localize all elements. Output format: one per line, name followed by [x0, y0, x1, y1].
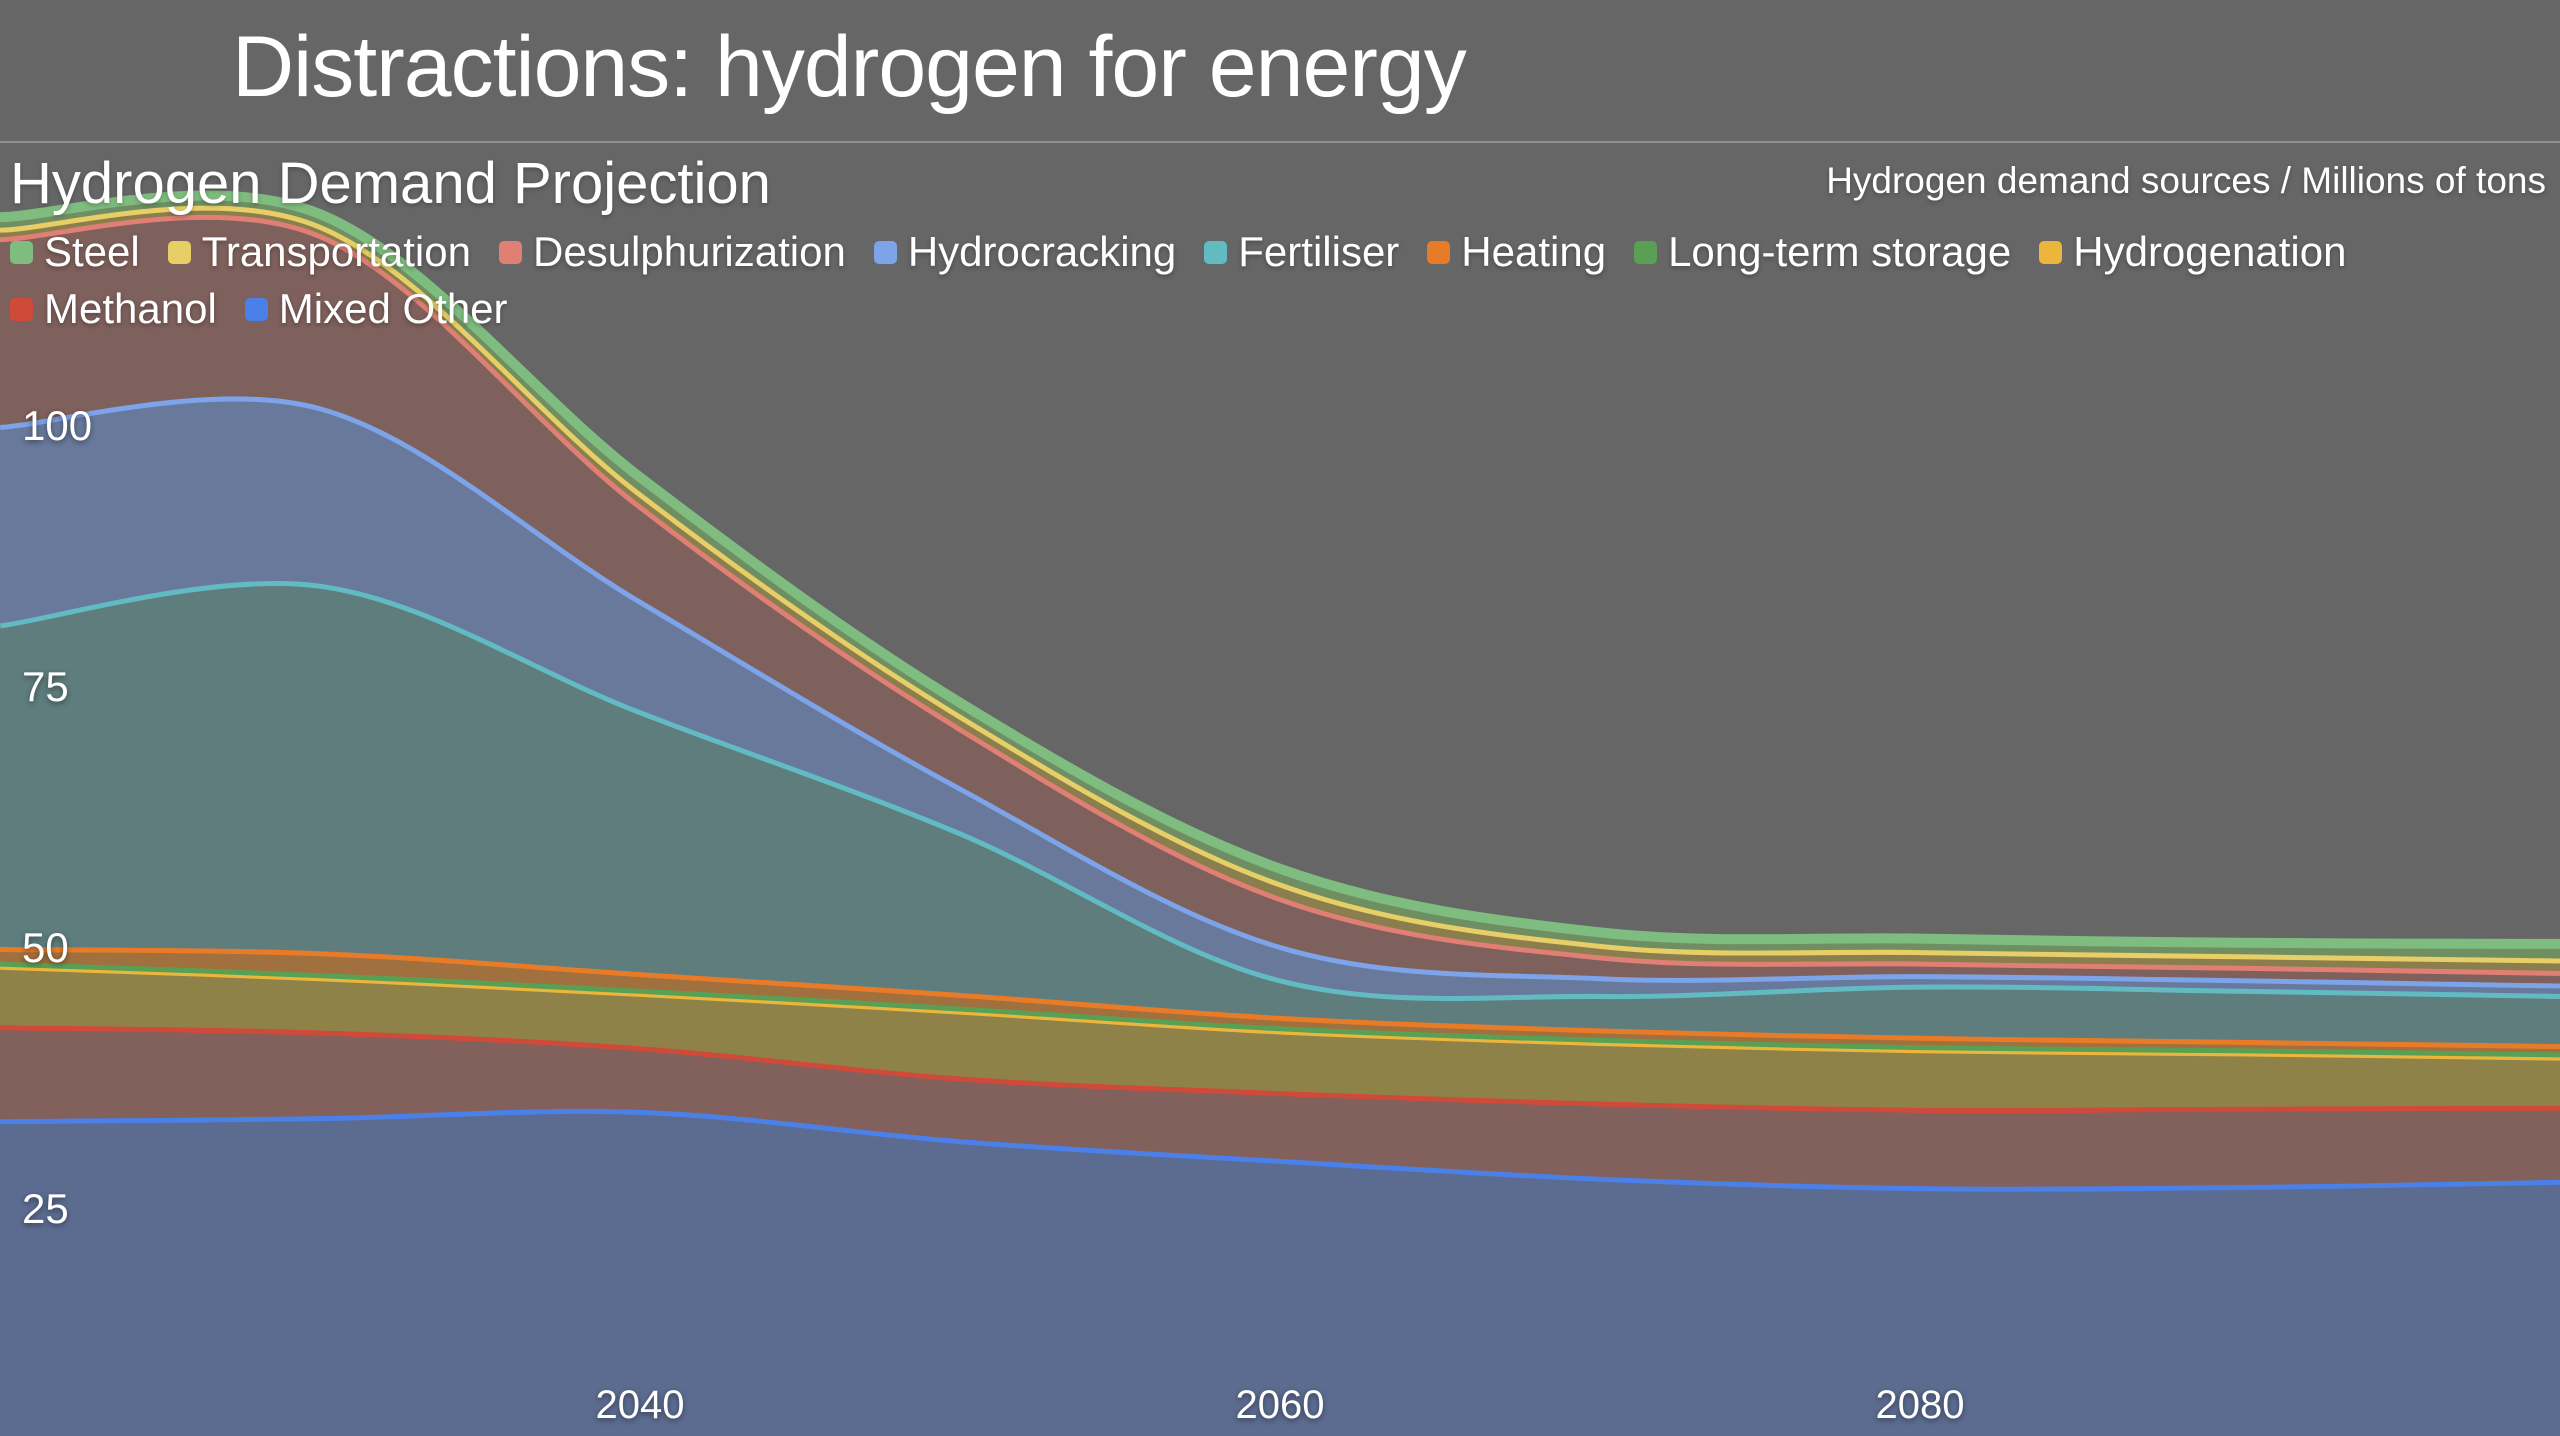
area-hydrogenation	[0, 964, 2560, 1109]
legend-label-hydrocracking: Hydrocracking	[907, 228, 1177, 275]
legend-item-long-term-storage[interactable]: Long-term storage	[1634, 228, 2011, 276]
legend-item-hydrogenation[interactable]: Hydrogenation	[2039, 228, 2346, 276]
legend-label-fertiliser: Fertiliser	[1238, 228, 1400, 275]
legend-item-methanol[interactable]: Methanol	[10, 285, 217, 333]
legend-item-hydrocracking[interactable]: Hydrocracking	[873, 228, 1177, 276]
legend-item-heating[interactable]: Heating	[1427, 228, 1606, 276]
x-tick-label: 2060	[1236, 1383, 1325, 1427]
page-title: Distractions: hydrogen for energy	[232, 19, 1467, 115]
line-steel	[0, 190, 2560, 949]
legend-label-transportation: Transportation	[201, 228, 471, 275]
legend-item-mixed-other[interactable]: Mixed Other	[244, 285, 508, 333]
legend-label-methanol: Methanol	[44, 285, 217, 332]
legend-swatch-transportation	[167, 240, 191, 264]
x-tick-label: 2040	[596, 1383, 685, 1427]
legend-label-hydrogenation: Hydrogenation	[2073, 228, 2347, 275]
legend-swatch-long-term-storage	[1634, 240, 1658, 264]
legend-row: Methanol Mixed Other	[10, 285, 2430, 333]
legend-item-desulphurization[interactable]: Desulphurization	[498, 228, 846, 276]
legend-row: Steel Transportation Desulphurization Hydro…	[10, 228, 2430, 276]
legend-label-steel: Steel	[44, 228, 140, 275]
title-separator	[0, 141, 2560, 143]
legend-swatch-fertiliser	[1204, 240, 1228, 264]
area-methanol	[0, 1025, 2560, 1187]
chart-units-note: Hydrogen demand sources / Millions of to…	[1826, 160, 2546, 201]
legend-swatch-hydrocracking	[873, 240, 897, 264]
legend-swatch-hydrogenation	[2039, 240, 2063, 264]
legend-label-desulphurization: Desulphurization	[532, 228, 846, 275]
area-desulphurization	[0, 214, 2560, 984]
legend-swatch-steel	[10, 240, 33, 264]
y-tick-label: 100	[22, 402, 92, 449]
legend-swatch-heating	[1427, 240, 1451, 264]
legend-swatch-desulphurization	[498, 240, 522, 264]
chart-header: Hydrogen Demand Projection Hydrogen dema…	[10, 150, 2546, 217]
legend-label-heating: Heating	[1461, 228, 1607, 275]
y-tick-label: 50	[22, 924, 69, 971]
legend-swatch-methanol	[10, 297, 33, 321]
legend-label-mixed-other: Mixed Other	[278, 285, 508, 332]
legend-label-long-term-storage: Long-term storage	[1668, 228, 2012, 275]
y-tick-label: 25	[22, 1185, 69, 1232]
y-tick-label: 75	[22, 663, 69, 710]
legend-item-transportation[interactable]: Transportation	[167, 228, 471, 276]
legend-item-fertiliser[interactable]: Fertiliser	[1204, 228, 1399, 276]
chart-title: Hydrogen Demand Projection	[10, 151, 771, 216]
title-bar: Distractions: hydrogen for energy	[0, 0, 2560, 141]
x-tick-label: 2080	[1876, 1383, 1965, 1427]
legend: Steel Transportation Desulphurization Hydro…	[10, 228, 2430, 333]
area-fertiliser	[0, 580, 2560, 1045]
legend-swatch-mixed-other	[244, 297, 268, 321]
legend-item-steel[interactable]: Steel	[10, 228, 140, 276]
area-hydrocracking	[0, 396, 2560, 996]
